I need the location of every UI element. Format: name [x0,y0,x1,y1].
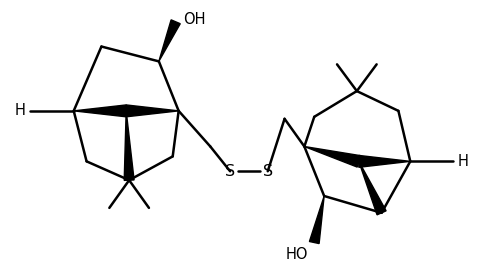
Polygon shape [124,111,134,180]
Polygon shape [304,147,361,167]
Polygon shape [159,20,180,61]
Polygon shape [309,196,324,244]
Polygon shape [126,105,179,117]
Text: S: S [225,164,235,179]
Text: HO: HO [286,247,308,263]
Text: H: H [458,154,469,169]
Text: OH: OH [183,12,206,27]
Polygon shape [359,155,410,167]
Text: H: H [15,103,25,118]
Polygon shape [74,105,126,117]
Polygon shape [359,161,386,215]
Text: S: S [263,164,273,179]
